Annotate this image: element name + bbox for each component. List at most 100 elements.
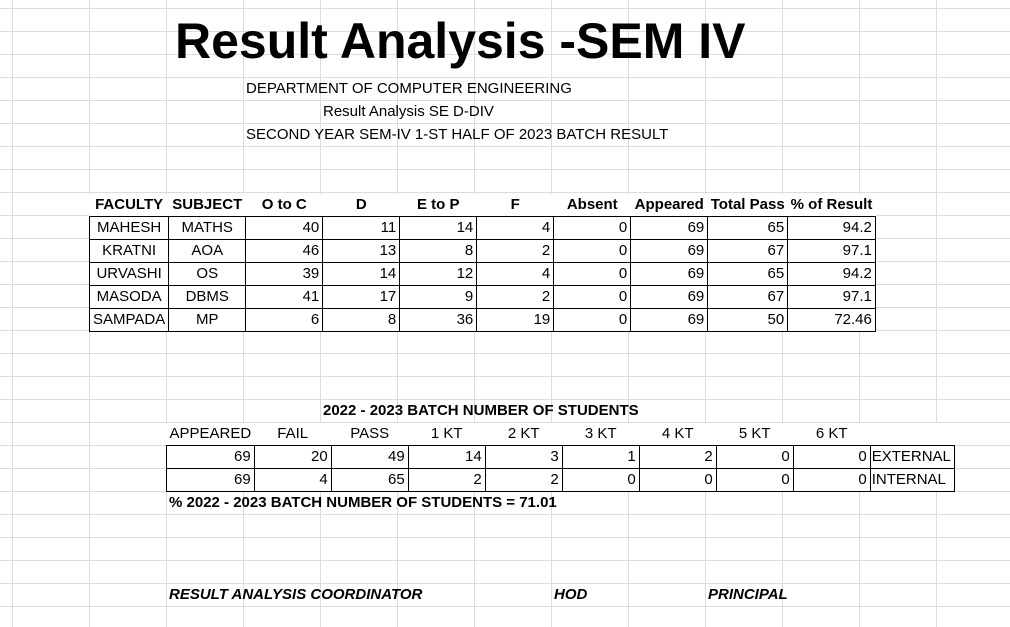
batch-column-header: 1 KT — [408, 423, 486, 446]
result-column-header: F — [476, 194, 554, 217]
result-cell: 72.46 — [787, 308, 876, 332]
batch-cell: 14 — [407, 445, 486, 469]
result-cell: 14 — [322, 262, 401, 286]
result-cell: 17 — [322, 285, 401, 309]
result-column-header: O to C — [245, 194, 323, 217]
result-cell: OS — [168, 262, 247, 286]
result-cell: MP — [168, 308, 247, 332]
batch-cell: 2 — [638, 445, 717, 469]
result-cell: MAHESH — [88, 216, 170, 240]
result-cell: 19 — [476, 308, 555, 332]
result-cell: 41 — [245, 285, 324, 309]
result-cell: SAMPADA — [88, 308, 170, 332]
result-cell: 46 — [245, 239, 324, 263]
result-column-header: E to P — [399, 194, 477, 217]
batch-cell: 65 — [330, 468, 409, 492]
batch-percent-line: % 2022 - 2023 BATCH NUMBER OF STUDENTS =… — [169, 494, 557, 511]
batch-cell: 49 — [330, 445, 409, 469]
result-cell: 6 — [245, 308, 324, 332]
batch-cell: 69 — [166, 468, 255, 492]
result-cell: 65 — [707, 262, 789, 286]
result-cell: 94.2 — [787, 216, 876, 240]
result-cell: 4 — [476, 216, 555, 240]
result-cell: 8 — [322, 308, 401, 332]
batch-row-label: INTERNAL — [870, 468, 955, 492]
result-cell: 65 — [707, 216, 789, 240]
result-cell: 69 — [630, 285, 709, 309]
result-cell: MATHS — [168, 216, 247, 240]
result-cell: 69 — [630, 216, 709, 240]
batch-column-header: PASS — [331, 423, 409, 446]
result-cell: 0 — [553, 308, 632, 332]
batch-cell: 4 — [253, 468, 332, 492]
result-row: URVASHI OS 39 14 12 4 0 69 65 94.2 — [88, 262, 876, 286]
department-name: DEPARTMENT OF COMPUTER ENGINEERING — [246, 80, 572, 97]
result-cell: 69 — [630, 239, 709, 263]
result-cell: 40 — [245, 216, 324, 240]
batch-row: 69 4 65 2 2 0 0 0 0 INTERNAL — [166, 468, 955, 492]
result-cell: 94.2 — [787, 262, 876, 286]
result-cell: 0 — [553, 285, 632, 309]
batch-cell: 0 — [715, 445, 794, 469]
result-column-header: Total Pass — [707, 194, 788, 217]
batch-header-spacer — [870, 423, 955, 446]
batch-column-header: 6 KT — [793, 423, 871, 446]
batch-cell: 0 — [715, 468, 794, 492]
result-cell: 2 — [476, 285, 555, 309]
result-cell: 36 — [399, 308, 478, 332]
result-cell: URVASHI — [88, 262, 170, 286]
result-cell: 4 — [476, 262, 555, 286]
result-cell: AOA — [168, 239, 247, 263]
result-cell: 12 — [399, 262, 478, 286]
batch-column-header: 2 KT — [485, 423, 563, 446]
result-column-header: Absent — [553, 194, 631, 217]
batch-cell: 2 — [484, 468, 563, 492]
result-cell: 97.1 — [787, 239, 876, 263]
batch-result-line: SECOND YEAR SEM-IV 1-ST HALF OF 2023 BAT… — [246, 126, 669, 143]
result-cell: 14 — [399, 216, 478, 240]
result-cell: 9 — [399, 285, 478, 309]
result-row: MASODA DBMS 41 17 9 2 0 69 67 97.1 — [88, 285, 876, 309]
result-row: MAHESH MATHS 40 11 14 4 0 69 65 94.2 — [88, 216, 876, 240]
result-cell: 0 — [553, 216, 632, 240]
batch-column-header: APPEARED — [166, 423, 255, 446]
result-cell: KRATNI — [88, 239, 170, 263]
result-cell: 39 — [245, 262, 324, 286]
result-cell: 0 — [553, 239, 632, 263]
result-column-header: FACULTY — [89, 194, 169, 217]
batch-cell: 0 — [638, 468, 717, 492]
batch-cell: 20 — [253, 445, 332, 469]
signature-coordinator: RESULT ANALYSIS COORDINATOR — [169, 586, 423, 603]
batch-cell: 0 — [792, 468, 871, 492]
result-cell: 13 — [322, 239, 401, 263]
result-cell: 11 — [322, 216, 401, 240]
batch-heading: 2022 - 2023 BATCH NUMBER OF STUDENTS — [323, 402, 639, 419]
result-cell: MASODA — [88, 285, 170, 309]
result-column-header: % of Result — [787, 194, 876, 217]
batch-row-label: EXTERNAL — [870, 445, 955, 469]
batch-column-header: FAIL — [254, 423, 332, 446]
result-column-header: Appeared — [630, 194, 708, 217]
result-cell: 67 — [707, 285, 789, 309]
batch-cell: 0 — [792, 445, 871, 469]
result-cell: 67 — [707, 239, 789, 263]
batch-column-header: 5 KT — [716, 423, 794, 446]
result-cell: 50 — [707, 308, 789, 332]
batch-column-header: 3 KT — [562, 423, 640, 446]
batch-cell: 2 — [407, 468, 486, 492]
batch-column-header: 4 KT — [639, 423, 717, 446]
result-cell: DBMS — [168, 285, 247, 309]
batch-table-header: APPEARED FAIL PASS 1 KT 2 KT 3 KT 4 KT 5 KT 6 KT — [166, 423, 955, 446]
result-row: KRATNI AOA 46 13 8 2 0 69 67 97.1 — [88, 239, 876, 263]
batch-cell: 69 — [166, 445, 255, 469]
result-column-header: SUBJECT — [168, 194, 246, 217]
result-row: SAMPADA MP 6 8 36 19 0 69 50 72.46 — [88, 308, 876, 332]
batch-cell: 0 — [561, 468, 640, 492]
batch-cell: 1 — [561, 445, 640, 469]
result-cell: 8 — [399, 239, 478, 263]
result-cell: 2 — [476, 239, 555, 263]
result-cell: 97.1 — [787, 285, 876, 309]
result-cell: 0 — [553, 262, 632, 286]
